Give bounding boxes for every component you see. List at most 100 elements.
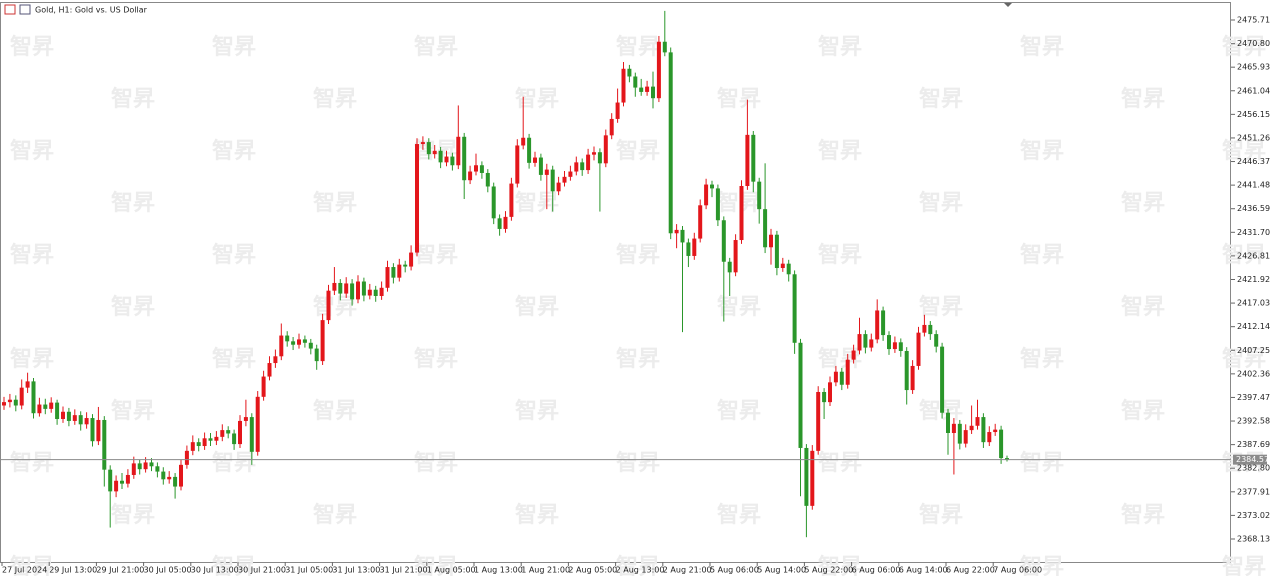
candle-body bbox=[438, 150, 443, 163]
watermark: 智昇 bbox=[313, 398, 357, 424]
candle-body bbox=[715, 188, 720, 221]
candle-body bbox=[90, 418, 95, 442]
candle-body bbox=[208, 438, 213, 441]
candle-body bbox=[692, 238, 697, 256]
watermark: 智昇 bbox=[414, 346, 458, 372]
y-tick-label: 2465.93 bbox=[1237, 63, 1270, 72]
candle-body bbox=[633, 76, 638, 88]
candle-body bbox=[804, 447, 809, 506]
candle-body bbox=[391, 267, 396, 278]
candle-body bbox=[261, 376, 266, 397]
candle-body bbox=[308, 342, 313, 349]
x-tick-label: 1 Aug 21:00 bbox=[521, 566, 570, 575]
candle-body bbox=[7, 399, 12, 403]
candle-body bbox=[698, 205, 703, 239]
candle-body bbox=[521, 137, 526, 146]
watermark: 智昇 bbox=[111, 502, 155, 528]
candle-body bbox=[857, 334, 862, 351]
candle-body bbox=[131, 463, 136, 475]
candle-body bbox=[910, 365, 915, 391]
candle-body bbox=[851, 350, 856, 360]
candle-body bbox=[639, 87, 644, 92]
watermark: 智昇 bbox=[818, 138, 862, 164]
candle-body bbox=[503, 216, 508, 229]
watermark: 智昇 bbox=[414, 450, 458, 476]
watermark: 智昇 bbox=[1222, 554, 1266, 576]
candle-body bbox=[798, 342, 803, 448]
candle-body bbox=[668, 52, 673, 234]
watermark: 智昇 bbox=[1020, 450, 1064, 476]
watermark: 智昇 bbox=[111, 294, 155, 320]
candle-body bbox=[13, 399, 18, 406]
watermark: 智昇 bbox=[1121, 294, 1165, 320]
watermark: 智昇 bbox=[515, 86, 559, 112]
candle-body bbox=[957, 423, 962, 444]
candle-body bbox=[356, 281, 360, 300]
watermark: 智昇 bbox=[616, 138, 660, 164]
watermark: 智昇 bbox=[1222, 242, 1266, 268]
watermark: 智昇 bbox=[515, 294, 559, 320]
y-tick-label: 2456.15 bbox=[1237, 110, 1270, 119]
candle-body bbox=[474, 165, 478, 172]
watermark: 智昇 bbox=[1121, 86, 1165, 112]
candle-body bbox=[780, 263, 785, 269]
y-tick-label: 2402.36 bbox=[1237, 369, 1270, 378]
candle-body bbox=[155, 466, 160, 472]
watermark: 智昇 bbox=[919, 502, 963, 528]
candle-body bbox=[550, 169, 555, 192]
candle-body bbox=[55, 402, 60, 420]
watermark: 智昇 bbox=[212, 242, 256, 268]
candle-body bbox=[544, 169, 549, 175]
x-tick-label: 1 Aug 05:00 bbox=[427, 566, 476, 575]
candle-body bbox=[662, 41, 667, 53]
y-tick-label: 2387.69 bbox=[1237, 440, 1270, 449]
candle-body bbox=[987, 432, 992, 443]
plot bbox=[2, 10, 1009, 538]
watermark: 智昇 bbox=[1020, 242, 1064, 268]
watermark: 智昇 bbox=[515, 190, 559, 216]
candle-body bbox=[491, 186, 496, 219]
y-tick-label: 2431.70 bbox=[1237, 228, 1270, 237]
candle-body bbox=[302, 339, 307, 343]
candle-body bbox=[745, 134, 750, 186]
watermark: 智昇 bbox=[515, 398, 559, 424]
y-tick-label: 2446.37 bbox=[1237, 157, 1270, 166]
y-tick-label: 2373.02 bbox=[1237, 511, 1270, 520]
candle-body bbox=[149, 462, 154, 467]
candle-body bbox=[403, 264, 408, 267]
x-tick-label: 29 Jul 21:00 bbox=[96, 566, 144, 575]
watermark: 智昇 bbox=[818, 242, 862, 268]
x-tick-label: 27 Jul 2024 bbox=[2, 566, 47, 575]
x-tick-label: 31 Jul 13:00 bbox=[332, 566, 380, 575]
candle-body bbox=[904, 350, 909, 391]
candle-body bbox=[426, 142, 431, 155]
candle-body bbox=[940, 346, 945, 413]
watermark: 智昇 bbox=[1222, 346, 1266, 372]
watermark: 智昇 bbox=[414, 554, 458, 576]
candle-body bbox=[320, 320, 325, 362]
candle-body bbox=[757, 181, 762, 210]
y-tick-label: 2397.47 bbox=[1237, 393, 1270, 402]
watermark: 智昇 bbox=[10, 242, 54, 268]
y-tick-label: 2368.13 bbox=[1237, 534, 1270, 543]
candle-body bbox=[863, 334, 868, 348]
candle-body bbox=[267, 363, 272, 377]
candle-body bbox=[344, 283, 349, 294]
x-tick-label: 5 Aug 06:00 bbox=[710, 566, 759, 575]
candle-body bbox=[751, 134, 756, 182]
candle-body bbox=[61, 411, 65, 420]
candle-body bbox=[184, 450, 189, 465]
candle-body bbox=[887, 335, 891, 350]
watermark: 智昇 bbox=[919, 294, 963, 320]
candle-body bbox=[479, 165, 484, 173]
candle-body bbox=[869, 339, 874, 348]
candle-body bbox=[432, 150, 437, 155]
candle-body bbox=[562, 176, 567, 183]
shift-marker bbox=[1004, 3, 1012, 7]
candle-body bbox=[125, 474, 130, 484]
watermark: 智昇 bbox=[10, 138, 54, 164]
candle-body bbox=[527, 137, 532, 163]
watermark: 智昇 bbox=[1121, 502, 1165, 528]
candle-body bbox=[114, 480, 119, 492]
